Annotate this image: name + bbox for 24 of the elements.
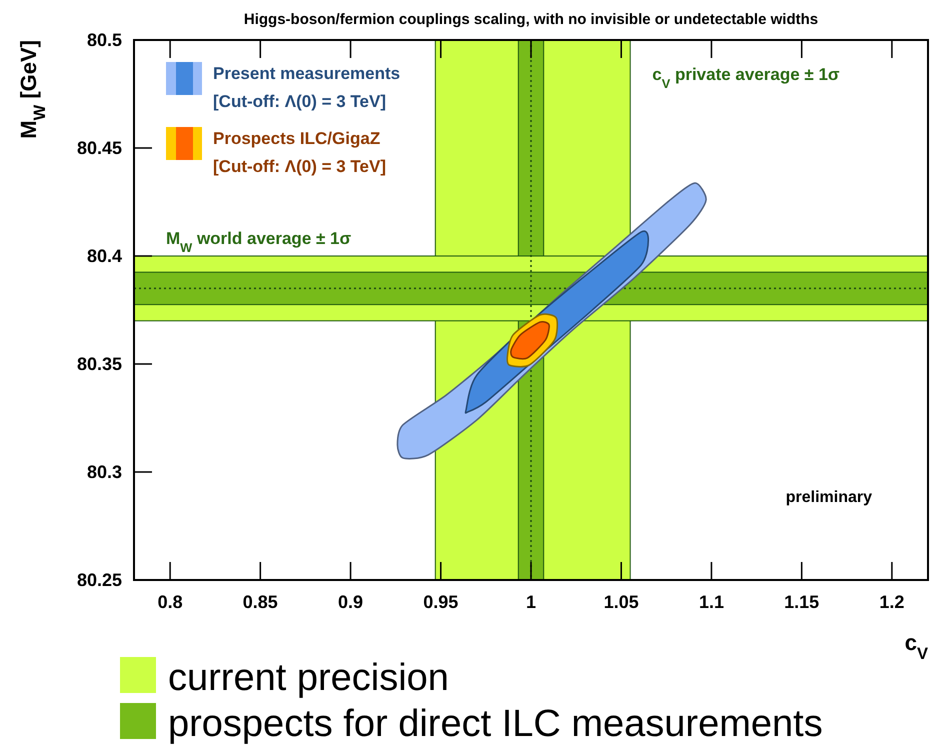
y-tick-label: 80.5 — [86, 30, 122, 50]
x-tick-label: 1.05 — [604, 592, 639, 612]
band-label: c$_{V}$ private average ± 1σ — [652, 65, 840, 90]
annotation: preliminary — [786, 489, 872, 506]
x-tick-label: 1.2 — [879, 592, 904, 612]
text: current precision — [168, 657, 449, 699]
legend-label: Prospects ILC/GigaZ [Cut-off: Λ(0) = 3 TeV] — [213, 129, 386, 176]
x-tick-label: 0.85 — [242, 592, 278, 612]
y-tick-label: 80.45 — [76, 138, 122, 158]
legend-label: Present measurements [Cut-off: Λ(0) = 3 TeV] — [213, 64, 400, 111]
band-label: M$_{W}$ world average ± 1σ — [166, 229, 352, 254]
x-tick-label: 0.8 — [158, 592, 183, 612]
y-tick-label: 80.4 — [86, 246, 122, 266]
chart-title: Higgs-boson/fermion couplings scaling, with no invisible or undetectable widths — [244, 11, 818, 28]
y-tick-label: 80.35 — [76, 354, 122, 374]
x-tick-label: 0.95 — [423, 592, 458, 612]
x-tick-label: 1.1 — [698, 592, 724, 612]
x-tick-label: 1 — [526, 592, 536, 612]
y-tick-label: 80.25 — [76, 570, 122, 590]
y-tick-label: 80.3 — [86, 462, 122, 482]
x-axis-title: c$_{V}$ — [904, 630, 928, 663]
x-tick-label: 0.9 — [338, 592, 364, 612]
text: prospects for direct ILC measurements — [168, 703, 823, 745]
x-tick-label: 1.15 — [784, 592, 820, 612]
